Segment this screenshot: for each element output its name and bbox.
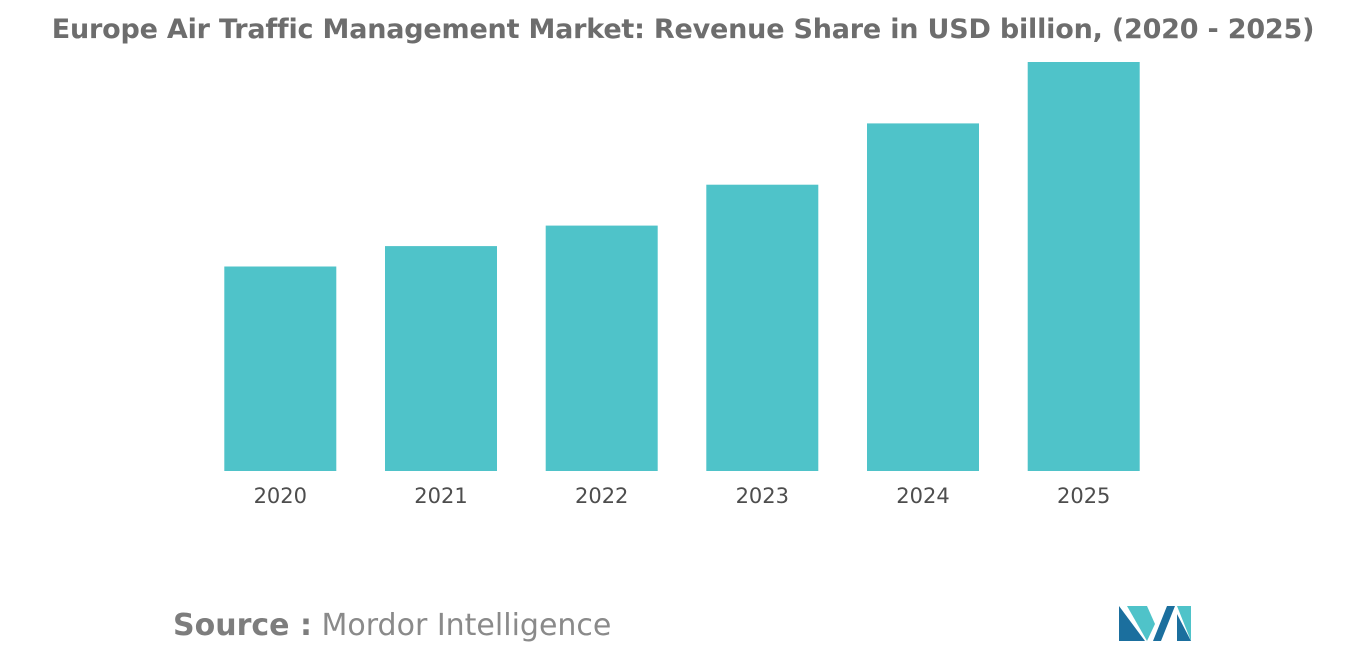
bar-chart: 2020 2021 2022 2023 2024 2025 xyxy=(224,62,1140,508)
chart-title: Europe Air Traffic Management Market: Re… xyxy=(51,14,1315,45)
x-tick-label-2024: 2024 xyxy=(896,484,949,508)
mordor-intelligence-logo-icon xyxy=(1119,606,1191,641)
x-tick-label-2021: 2021 xyxy=(414,484,467,508)
logo-shape-right xyxy=(1177,606,1191,641)
x-tick-label-2023: 2023 xyxy=(736,484,789,508)
logo-shape-mid-right xyxy=(1153,606,1175,641)
bar-2022 xyxy=(545,225,658,471)
bar-2025 xyxy=(1027,62,1140,471)
bar-2024 xyxy=(867,123,979,472)
source-label: Source : xyxy=(173,608,312,643)
source-text: Mordor Intelligence xyxy=(321,608,612,643)
bars-group xyxy=(224,62,1140,472)
source-note: Source : Mordor Intelligence xyxy=(173,608,611,643)
bar-2020 xyxy=(224,266,337,471)
x-tick-labels: 2020 2021 2022 2023 2024 2025 xyxy=(254,484,1111,508)
bar-2023 xyxy=(706,184,819,471)
bar-2021 xyxy=(385,246,497,471)
x-tick-label-2025: 2025 xyxy=(1057,484,1110,508)
x-tick-label-2022: 2022 xyxy=(575,484,628,508)
logo-shape-mid-left xyxy=(1127,606,1155,641)
x-tick-label-2020: 2020 xyxy=(254,484,307,508)
logo-shape-left xyxy=(1119,606,1145,641)
logo-shape-right-dark xyxy=(1177,614,1191,641)
